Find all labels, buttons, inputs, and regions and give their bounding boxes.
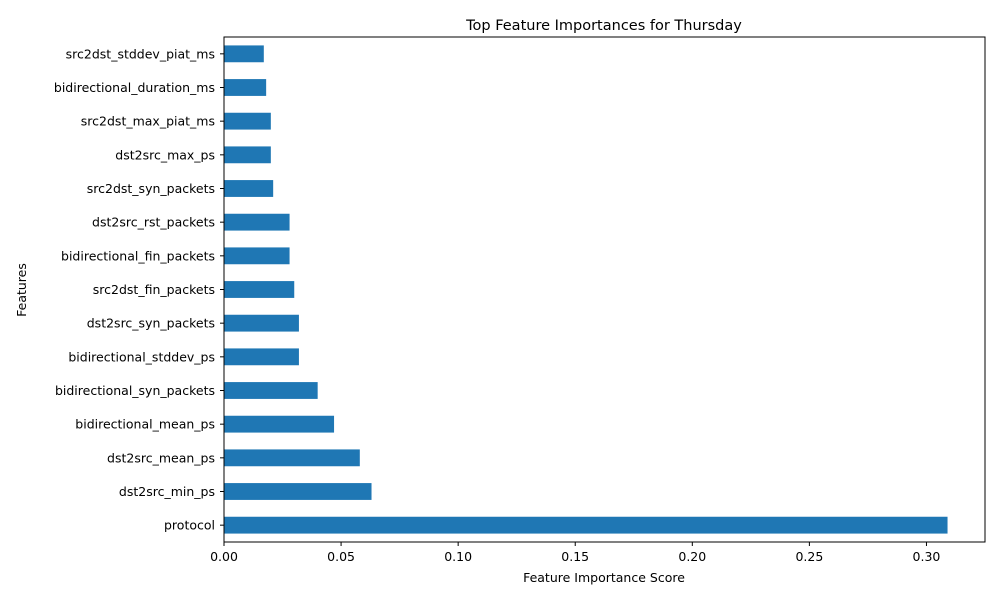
x-tick-group: 0.00 0.05 0.10 0.15 0.20 0.25 0.30	[210, 542, 940, 564]
bar-src2dst_fin_packets	[224, 281, 295, 298]
y-tick-label: dst2src_mean_ps	[107, 450, 215, 465]
bar-src2dst_syn_packets	[224, 180, 274, 197]
bar-bidirectional_fin_packets	[224, 247, 290, 265]
y-tick-label: bidirectional_mean_ps	[75, 417, 215, 432]
y-tick-label: src2dst_fin_packets	[93, 282, 215, 297]
y-tick-label: src2dst_stddev_piat_ms	[66, 46, 215, 61]
bar-bidirectional_mean_ps	[224, 415, 335, 433]
bar-dst2src_syn_packets	[224, 314, 299, 332]
bar-dst2src_mean_ps	[224, 449, 360, 467]
bar-dst2src_rst_packets	[224, 213, 290, 231]
y-tick-label: bidirectional_fin_packets	[61, 248, 215, 263]
y-tick-label: dst2src_rst_packets	[92, 215, 215, 230]
y-tick-label: src2dst_max_piat_ms	[81, 114, 215, 129]
chart-title: Top Feature Importances for Thursday	[465, 18, 742, 34]
y-tick-label: src2dst_syn_packets	[87, 181, 215, 196]
bar-bidirectional_duration_ms	[224, 79, 267, 96]
y-tick-label: dst2src_syn_packets	[87, 316, 215, 331]
y-tick-label: dst2src_min_ps	[119, 484, 215, 499]
y-tick-group: protocol dst2src_min_ps dst2src_mean_ps bid…	[54, 46, 224, 533]
x-tick-label: 0.15	[561, 549, 589, 564]
bar-dst2src_max_ps	[224, 146, 271, 164]
y-tick-label: bidirectional_duration_ms	[54, 80, 215, 95]
plot-frame	[223, 36, 986, 543]
bar-bidirectional_syn_packets	[224, 382, 318, 399]
x-tick-label: 0.30	[913, 549, 941, 564]
y-tick-label: bidirectional_syn_packets	[55, 383, 215, 398]
bar-src2dst_max_piat_ms	[224, 112, 271, 130]
x-tick-label: 0.00	[210, 549, 238, 564]
bar-src2dst_stddev_piat_ms	[224, 45, 264, 63]
bar-dst2src_min_ps	[224, 483, 372, 500]
x-tick-label: 0.20	[678, 549, 706, 564]
y-tick-label: dst2src_max_ps	[115, 147, 215, 162]
y-tick-label: protocol	[164, 518, 215, 533]
x-tick-label: 0.10	[444, 549, 472, 564]
x-tick-label: 0.25	[795, 549, 823, 564]
bar-bidirectional_stddev_ps	[224, 348, 299, 366]
bar-protocol	[224, 516, 948, 534]
x-tick-label: 0.05	[327, 549, 355, 564]
x-axis-label: Feature Importance Score	[523, 570, 685, 585]
y-tick-label: bidirectional_stddev_ps	[68, 349, 215, 364]
y-axis-label: Features	[14, 263, 29, 317]
bars-group	[224, 45, 948, 534]
